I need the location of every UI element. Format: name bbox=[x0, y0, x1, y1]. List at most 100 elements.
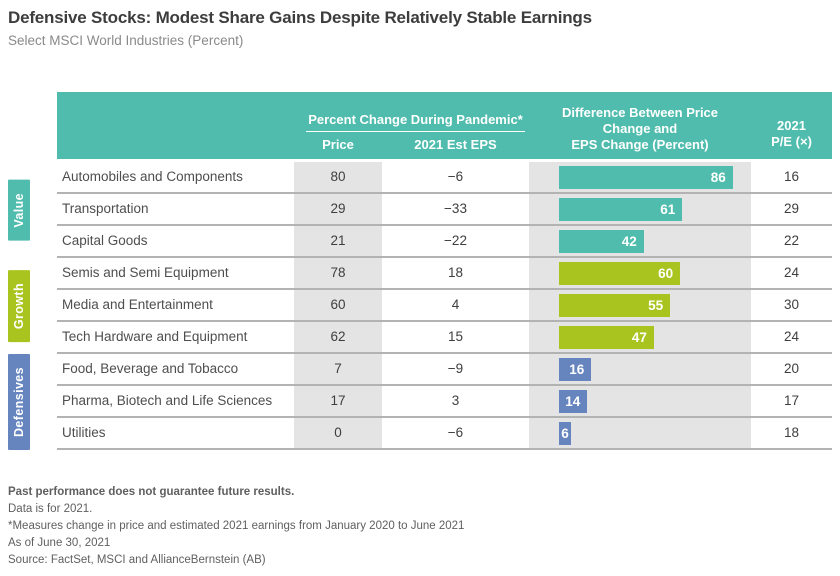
pe-cell: 30 bbox=[783, 297, 800, 312]
price-cell: 17 bbox=[294, 386, 382, 416]
group-label-growth: Growth bbox=[8, 269, 30, 343]
group-label-value: Value bbox=[8, 179, 30, 241]
header-eps: 2021 Est EPS bbox=[414, 137, 497, 152]
pe-cell: 24 bbox=[783, 265, 800, 280]
diff-bar-value: 55 bbox=[648, 297, 664, 313]
header-difference-line3: EPS Change (Percent) bbox=[571, 136, 709, 152]
header-pandemic-group: Percent Change During Pandemic* Price 20… bbox=[294, 92, 529, 159]
diff-bar-value: 16 bbox=[569, 361, 585, 377]
eps-cell: 3 bbox=[451, 393, 460, 408]
table-row: Food, Beverage and Tobacco 7 −9 16 20 bbox=[57, 354, 832, 386]
diff-bar: 55 bbox=[559, 293, 671, 317]
diff-bar-value: 6 bbox=[561, 425, 569, 441]
header-pandemic-label: Percent Change During Pandemic* bbox=[306, 112, 525, 132]
header-difference: Difference Between Price Change and EPS … bbox=[529, 92, 751, 159]
diff-bar-cell: 6 bbox=[529, 418, 751, 448]
row-label: Pharma, Biotech and Life Sciences bbox=[62, 393, 273, 408]
page-subtitle: Select MSCI World Industries (Percent) bbox=[8, 33, 244, 48]
footnote-as-of: As of June 30, 2021 bbox=[8, 537, 111, 549]
row-label: Utilities bbox=[62, 425, 106, 440]
group-tab-defensives: Defensives bbox=[8, 354, 57, 451]
table-row: Semis and Semi Equipment 78 18 60 24 bbox=[57, 258, 832, 290]
footnote-measure: *Measures change in price and estimated … bbox=[8, 520, 465, 532]
price-cell: 60 bbox=[294, 290, 382, 320]
pe-cell: 29 bbox=[783, 201, 800, 216]
header-difference-line2: Change and bbox=[602, 120, 678, 136]
header-subcolumns: Price 2021 Est EPS bbox=[294, 132, 529, 152]
header-price: Price bbox=[322, 137, 354, 152]
diff-bar-cell: 61 bbox=[529, 194, 751, 224]
pe-cell: 18 bbox=[783, 425, 800, 440]
group-tab-value: Value bbox=[8, 162, 57, 258]
eps-cell: −6 bbox=[447, 425, 464, 440]
price-cell: 80 bbox=[294, 162, 382, 192]
diff-bar: 6 bbox=[559, 421, 572, 445]
footnotes: Past performance does not guarantee futu… bbox=[8, 484, 832, 569]
footnote-source: Source: FactSet, MSCI and AllianceBernst… bbox=[8, 554, 266, 566]
header-pe-line1: 2021 bbox=[777, 118, 806, 133]
diff-bar: 60 bbox=[559, 261, 681, 285]
header-difference-line1: Difference Between Price bbox=[561, 104, 719, 120]
group-tab-growth: Growth bbox=[8, 258, 57, 354]
row-label: Automobiles and Components bbox=[62, 169, 243, 184]
header-pe: 2021 P/E (×) bbox=[751, 92, 832, 159]
table-header: Percent Change During Pandemic* Price 20… bbox=[57, 92, 832, 159]
group-tabs: Value Growth Defensives bbox=[8, 92, 57, 451]
eps-cell: −33 bbox=[444, 201, 467, 216]
pe-cell: 22 bbox=[783, 233, 800, 248]
row-label: Media and Entertainment bbox=[62, 297, 213, 312]
diff-bar-value: 86 bbox=[710, 169, 726, 185]
eps-cell: 18 bbox=[447, 265, 464, 280]
row-label: Food, Beverage and Tobacco bbox=[62, 361, 239, 376]
table-row: Tech Hardware and Equipment 62 15 47 24 bbox=[57, 322, 832, 354]
diff-bar-cell: 47 bbox=[529, 322, 751, 352]
diff-bar-value: 61 bbox=[660, 201, 676, 217]
eps-cell: 15 bbox=[447, 329, 464, 344]
table-row: Media and Entertainment 60 4 55 30 bbox=[57, 290, 832, 322]
diff-bar-value: 60 bbox=[658, 265, 674, 281]
pe-cell: 16 bbox=[783, 169, 800, 184]
table-row: Transportation 29 −33 61 29 bbox=[57, 194, 832, 226]
diff-bar: 42 bbox=[559, 229, 644, 253]
table-row: Automobiles and Components 80 −6 86 16 bbox=[57, 162, 832, 194]
footnote-disclaimer: Past performance does not guarantee futu… bbox=[8, 486, 295, 498]
table-row: Capital Goods 21 −22 42 22 bbox=[57, 226, 832, 258]
diff-bar-cell: 14 bbox=[529, 386, 751, 416]
diff-bar: 16 bbox=[559, 357, 592, 381]
row-label: Transportation bbox=[62, 201, 149, 216]
pe-cell: 17 bbox=[783, 393, 800, 408]
diff-bar-cell: 55 bbox=[529, 290, 751, 320]
diff-bar-cell: 42 bbox=[529, 226, 751, 256]
row-label: Semis and Semi Equipment bbox=[62, 265, 229, 280]
diff-bar: 14 bbox=[559, 389, 588, 413]
price-cell: 0 bbox=[294, 418, 382, 448]
pe-cell: 20 bbox=[783, 361, 800, 376]
diff-bar-cell: 86 bbox=[529, 162, 751, 192]
pe-cell: 24 bbox=[783, 329, 800, 344]
eps-cell: 4 bbox=[451, 297, 460, 312]
diff-bar-cell: 60 bbox=[529, 258, 751, 288]
price-cell: 62 bbox=[294, 322, 382, 352]
diff-bar: 47 bbox=[559, 325, 654, 349]
table-body-area: Percent Change During Pandemic* Price 20… bbox=[57, 92, 832, 450]
table-row: Pharma, Biotech and Life Sciences 17 3 1… bbox=[57, 386, 832, 418]
table-row: Utilities 0 −6 6 18 bbox=[57, 418, 832, 450]
industry-table: Value Growth Defensives Percent Change D… bbox=[8, 92, 832, 451]
price-cell: 7 bbox=[294, 354, 382, 384]
row-label: Capital Goods bbox=[62, 233, 148, 248]
header-pe-line2: P/E (×) bbox=[771, 134, 812, 149]
diff-bar-value: 47 bbox=[631, 329, 647, 345]
table-rows: Automobiles and Components 80 −6 86 16 T… bbox=[57, 162, 832, 450]
price-cell: 21 bbox=[294, 226, 382, 256]
row-label: Tech Hardware and Equipment bbox=[62, 329, 248, 344]
diff-bar-value: 42 bbox=[621, 233, 637, 249]
diff-bar-value: 14 bbox=[565, 393, 581, 409]
diff-bar-cell: 16 bbox=[529, 354, 751, 384]
eps-cell: −9 bbox=[447, 361, 464, 376]
diff-bar: 61 bbox=[559, 197, 683, 221]
eps-cell: −6 bbox=[447, 169, 464, 184]
price-cell: 78 bbox=[294, 258, 382, 288]
eps-cell: −22 bbox=[444, 233, 467, 248]
price-cell: 29 bbox=[294, 194, 382, 224]
